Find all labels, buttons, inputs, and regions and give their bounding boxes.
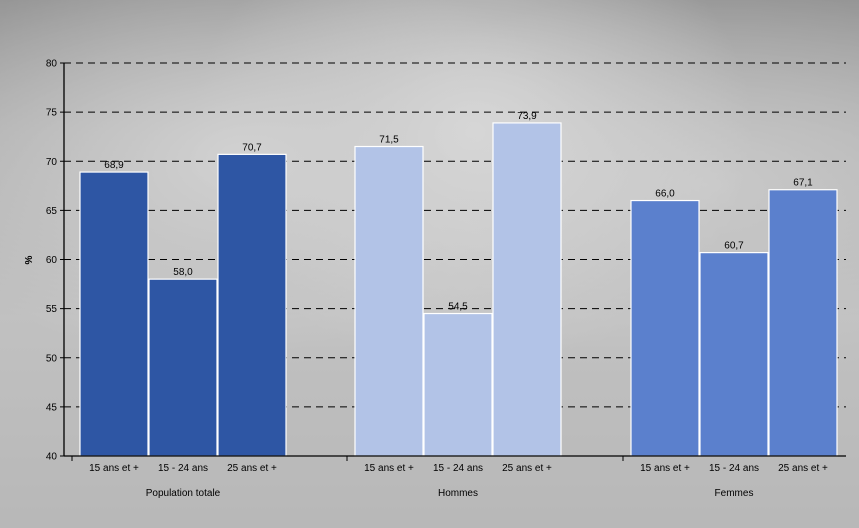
x-tick-label: 15 ans et + <box>364 463 414 474</box>
x-tick-label: 15 - 24 ans <box>433 463 483 474</box>
bar <box>768 189 838 457</box>
data-label: 70,7 <box>242 142 262 153</box>
bar <box>492 122 562 457</box>
bar <box>148 278 218 457</box>
x-tick-label: 15 ans et + <box>89 463 139 474</box>
x-tick-label: 15 - 24 ans <box>158 463 208 474</box>
x-tick-label: 25 ans et + <box>502 463 552 474</box>
data-label: 73,9 <box>517 111 537 122</box>
y-tick-label: 80 <box>46 59 58 70</box>
y-tick-label: 40 <box>46 452 58 463</box>
bar <box>354 145 424 457</box>
data-label: 71,5 <box>379 135 399 146</box>
y-tick-label: 70 <box>46 157 58 168</box>
y-tick-label: 60 <box>46 255 58 266</box>
data-label: 58,0 <box>173 267 193 278</box>
bar <box>79 171 149 457</box>
axes-layer: 40 45 50 55 60 65 70 75 80 15 ans et + 15 - 24 ans… <box>46 59 846 499</box>
bar <box>630 199 700 457</box>
group-label: Population totale <box>146 488 221 499</box>
data-label: 60,7 <box>724 241 744 252</box>
group-label: Femmes <box>715 488 754 499</box>
x-tick-label: 25 ans et + <box>227 463 277 474</box>
data-label: 54,5 <box>448 302 468 313</box>
y-tick-label: 65 <box>46 206 58 217</box>
x-tick-label: 15 - 24 ans <box>709 463 759 474</box>
data-label: 68,9 <box>104 160 124 171</box>
x-tick-label: 25 ans et + <box>778 463 828 474</box>
y-tick-label: 50 <box>46 353 58 364</box>
y-axis-title: % <box>24 255 35 264</box>
y-tick-label: 75 <box>46 108 58 119</box>
data-label: 66,0 <box>655 189 675 200</box>
group-label: Hommes <box>438 488 478 499</box>
data-label: 67,1 <box>793 178 813 189</box>
y-tick-label: 45 <box>46 402 58 413</box>
y-tick-label: 55 <box>46 304 58 315</box>
bar <box>423 312 493 457</box>
bars-layer: 68,9 58,0 70,7 71,5 54,5 73,9 66,0 60,7 67,1 <box>79 111 838 457</box>
bar <box>217 153 287 457</box>
x-tick-label: 15 ans et + <box>640 463 690 474</box>
bar <box>699 252 769 457</box>
